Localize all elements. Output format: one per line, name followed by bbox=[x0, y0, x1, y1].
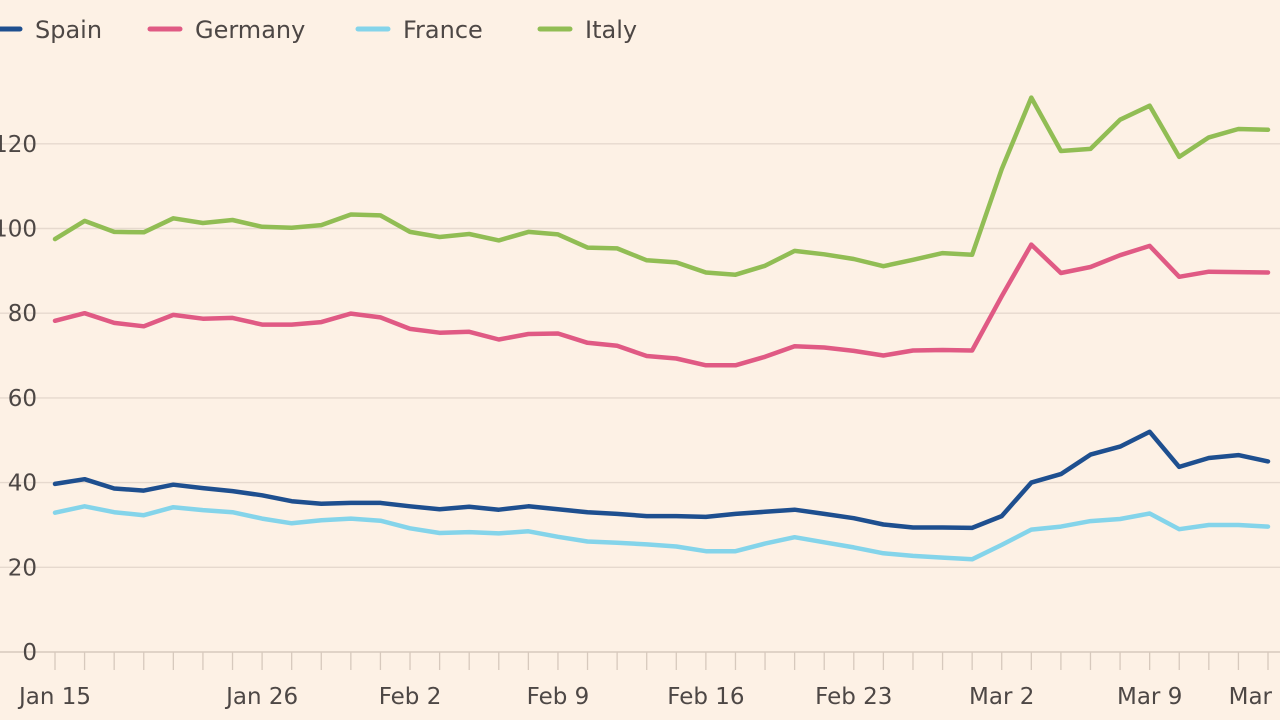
legend-item-germany: Germany bbox=[147, 16, 305, 44]
legend-label: France bbox=[403, 16, 483, 44]
series-line-italy bbox=[52, 95, 1271, 277]
series-line-germany bbox=[52, 242, 1271, 368]
series-lines bbox=[52, 95, 1271, 562]
x-tick-label: Feb 16 bbox=[667, 684, 744, 710]
gridlines bbox=[0, 143, 1280, 568]
y-tick-label: 0 bbox=[22, 640, 37, 666]
y-tick-label: 20 bbox=[8, 555, 37, 581]
legend-label: Spain bbox=[35, 16, 102, 44]
x-tick-label: Mar 2 bbox=[969, 684, 1034, 710]
x-tick-label: Mar bbox=[1229, 684, 1273, 710]
legend: Spain Germany France Italy bbox=[0, 16, 637, 44]
x-tick-label: Feb 23 bbox=[815, 684, 892, 710]
y-tick-label: 40 bbox=[8, 471, 37, 497]
x-axis bbox=[0, 651, 1280, 670]
y-tick-label: 60 bbox=[8, 386, 37, 412]
x-tick-label: Jan 15 bbox=[17, 684, 91, 710]
series-line-france bbox=[52, 504, 1271, 562]
x-tick-label: Feb 2 bbox=[379, 684, 442, 710]
y-tick-label: 120 bbox=[0, 132, 37, 158]
y-tick-label: 80 bbox=[8, 301, 37, 327]
legend-label: Italy bbox=[585, 16, 637, 44]
series-line-spain bbox=[52, 429, 1271, 531]
y-axis: 0 20 40 60 80 100 120 bbox=[0, 132, 37, 666]
legend-item-spain: Spain bbox=[0, 16, 102, 44]
x-axis-labels: Jan 15 Jan 26 Feb 2 Feb 9 Feb 16 Feb 23 Mar 2 M… bbox=[17, 684, 1273, 710]
legend-item-france: France bbox=[355, 16, 483, 44]
y-tick-label: 100 bbox=[0, 217, 37, 243]
legend-label: Germany bbox=[195, 16, 305, 44]
x-tick-label: Mar 9 bbox=[1117, 684, 1182, 710]
x-tick-label: Feb 9 bbox=[527, 684, 590, 710]
x-tick-label: Jan 26 bbox=[224, 684, 298, 710]
legend-item-italy: Italy bbox=[537, 16, 637, 44]
